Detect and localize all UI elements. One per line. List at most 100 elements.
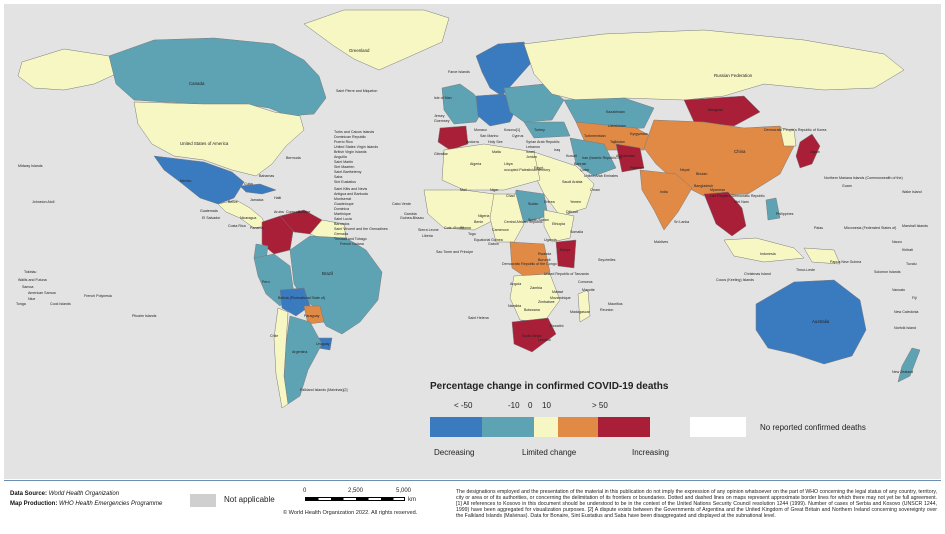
map-label: United States of America <box>180 141 229 146</box>
map-label: Cabo Verde <box>392 202 411 206</box>
map-label: Fiji <box>912 296 917 300</box>
map-label: Johnston Atoll <box>32 200 55 204</box>
map-label: Benin <box>474 220 484 224</box>
map-label: Comoros <box>578 280 593 284</box>
region-southeast-asia <box>703 191 747 237</box>
map-label: Mozambique <box>550 296 571 300</box>
map-label: Madagascar <box>570 310 590 314</box>
map-label: Togo <box>468 232 476 236</box>
map-label: Kazakhstan <box>606 110 625 114</box>
map-label: Malawi <box>552 290 564 294</box>
map-label: Sierra Leone <box>418 228 439 232</box>
map-label: Zimbabwe <box>538 300 555 304</box>
map-label: Jersey <box>434 114 445 118</box>
map-label: Qatar <box>580 168 589 172</box>
scale-unit: km <box>408 497 416 503</box>
region-mongolia <box>683 95 761 127</box>
map-label: Saint Martin <box>334 160 354 164</box>
map-label: Saudi Arabia <box>562 180 583 184</box>
map-label: Mexico <box>180 179 192 183</box>
legend-swatch-not-applicable <box>190 494 216 507</box>
legend-swatch-decrease <box>482 417 534 437</box>
map-label: Anguilla <box>334 155 347 159</box>
region-mexico <box>153 155 245 205</box>
region-chile <box>273 307 289 409</box>
map-label: Democratic Republic of the Congo <box>502 262 557 266</box>
map-label: Cote d'Ivoire <box>444 226 465 230</box>
map-label: Uganda <box>544 238 557 242</box>
map-label: Iran (Islamic Republic of) <box>582 156 622 160</box>
map-label: South Africa <box>522 334 542 338</box>
map-label: Turkey <box>534 128 545 132</box>
map-label: Ghana <box>460 226 471 230</box>
map-label: Belize <box>228 200 238 204</box>
map-label: Sint Eustatius <box>334 180 356 184</box>
map-label: Russian Federation <box>714 73 753 78</box>
map-label: South Sudan <box>528 218 549 222</box>
map-label: Somalia <box>570 230 583 234</box>
map-label: Kenya <box>560 248 571 252</box>
map-label: Kosovo[1] <box>504 128 520 132</box>
map-label: Lebanon <box>526 145 540 149</box>
map-label: occupied Palestinian territory <box>504 168 551 172</box>
map-label: Norfolk Island <box>894 326 916 330</box>
map-label: Antigua and Barbuda <box>334 192 368 196</box>
map-label: Guam <box>842 184 852 188</box>
map-label: Monaco <box>474 128 487 132</box>
region-north-africa <box>441 143 541 191</box>
region-australia <box>755 279 867 365</box>
map-label: El Salvador <box>202 216 221 220</box>
map-label: Sri Lanka <box>674 220 690 224</box>
map-label: American Samoa <box>28 291 56 295</box>
map-label: Panama <box>250 226 264 230</box>
region-cuba <box>239 183 277 195</box>
region-india <box>639 169 693 231</box>
legend-tick: -10 <box>508 401 520 410</box>
map-label: Zambia <box>530 286 542 290</box>
map-label: Reunion <box>600 308 614 312</box>
legend-tick: 0 <box>528 401 533 410</box>
map-label: Algeria <box>470 162 482 166</box>
map-label: Nigeria <box>478 214 490 218</box>
map-label: Wallis and Futuna <box>18 278 47 282</box>
region-indonesia <box>723 237 805 263</box>
region-china <box>643 119 795 197</box>
map-label: Liberia <box>422 234 433 238</box>
map-label: New Zealand <box>892 370 914 374</box>
map-label: British Virgin Islands <box>334 150 367 154</box>
map-label: Indonesia <box>760 252 776 256</box>
region-south-africa <box>511 317 557 353</box>
region-russia <box>523 29 905 103</box>
map-label: Tokelau <box>24 270 37 274</box>
map-label: Botswana <box>524 308 540 312</box>
map-label: Pakistan <box>630 166 644 170</box>
legend-tick: > 50 <box>592 401 608 410</box>
map-label: Burundi <box>538 258 551 262</box>
legend-no-report-label: No reported confirmed deaths <box>760 423 866 432</box>
region-alaska <box>17 48 117 91</box>
map-label: Guatemala <box>200 209 218 213</box>
map-production: Map Production: WHO Health Emergencies P… <box>10 501 163 507</box>
map-label: Curacao <box>286 210 300 214</box>
map-label: Barbados <box>334 222 350 226</box>
map-label: Nicaragua <box>240 216 257 220</box>
map-label: Yemen <box>570 200 582 204</box>
map-label: Niue <box>28 297 36 301</box>
map-label: Dominican Republic <box>334 135 366 139</box>
map-label: Micronesia (Federated States of) <box>844 226 897 230</box>
map-label: Puerto Rico <box>334 140 353 144</box>
region-paraguay <box>303 305 325 325</box>
map-label: New Caledonia <box>894 310 919 314</box>
map-label: Bahrain <box>574 162 587 166</box>
map-label: Uzbekistan <box>608 124 626 128</box>
map-label: Australia <box>812 319 830 324</box>
map-label: Bermuda <box>286 156 301 160</box>
map-label: Syrian Arab Republic <box>526 140 560 144</box>
region-turkey <box>523 121 571 139</box>
map-label: French Polynesia <box>84 294 112 298</box>
copyright: © World Health Organization 2022. All ri… <box>283 510 418 516</box>
map-label: Djibouti <box>566 210 578 214</box>
map-label: Bolivia (Plurinational State of) <box>278 296 326 300</box>
map-label: Samoa <box>22 285 34 289</box>
scale-bar: 0 2,500 5,000 km <box>300 488 440 518</box>
